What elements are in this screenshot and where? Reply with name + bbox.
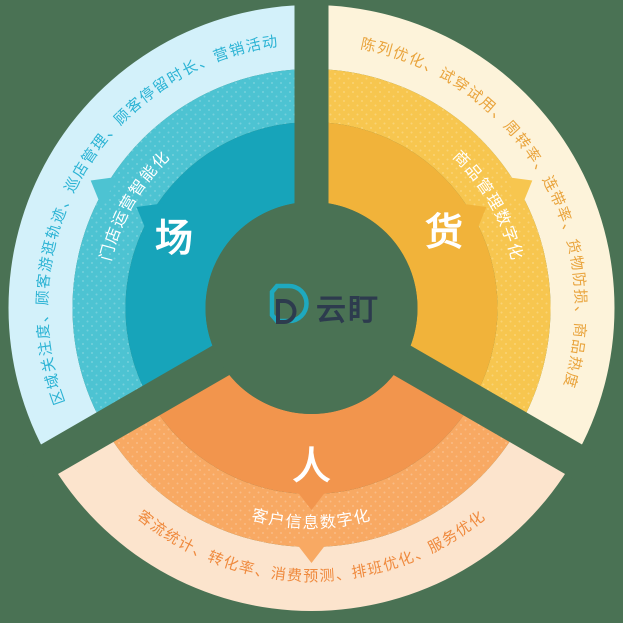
venue-label: 场 xyxy=(155,218,193,260)
goods-outer-ring xyxy=(311,5,615,460)
brand-name: 云盯 xyxy=(316,294,380,327)
center-hole xyxy=(205,202,418,414)
venue-middle-ring-dots xyxy=(72,68,312,428)
goods-pointer-inner xyxy=(458,203,487,233)
venue-outer-ring xyxy=(8,5,312,460)
people-outer-ring xyxy=(49,427,574,611)
venue-pointer-inner xyxy=(136,203,165,233)
people-label: 人 xyxy=(292,446,330,488)
goods-label: 货 xyxy=(425,212,463,254)
people-middle-ring-dots xyxy=(104,401,519,548)
venue-inner-wedge xyxy=(125,121,312,401)
people-pointer-middle xyxy=(294,541,329,563)
goods-middle-ring-dots xyxy=(311,69,551,428)
sector-people xyxy=(49,361,574,611)
d-logo-inner xyxy=(276,299,297,324)
sector-venue xyxy=(8,5,312,460)
people-inner-wedge xyxy=(150,361,473,495)
d-logo-icon xyxy=(269,283,309,324)
center-logo: 云盯 xyxy=(269,283,380,327)
people-pointer-inner xyxy=(294,488,329,510)
goods-pointer-middle xyxy=(504,176,533,207)
venue-pointer-middle xyxy=(90,176,119,207)
goods-inner-wedge xyxy=(311,122,498,401)
sector-goods xyxy=(311,5,615,460)
